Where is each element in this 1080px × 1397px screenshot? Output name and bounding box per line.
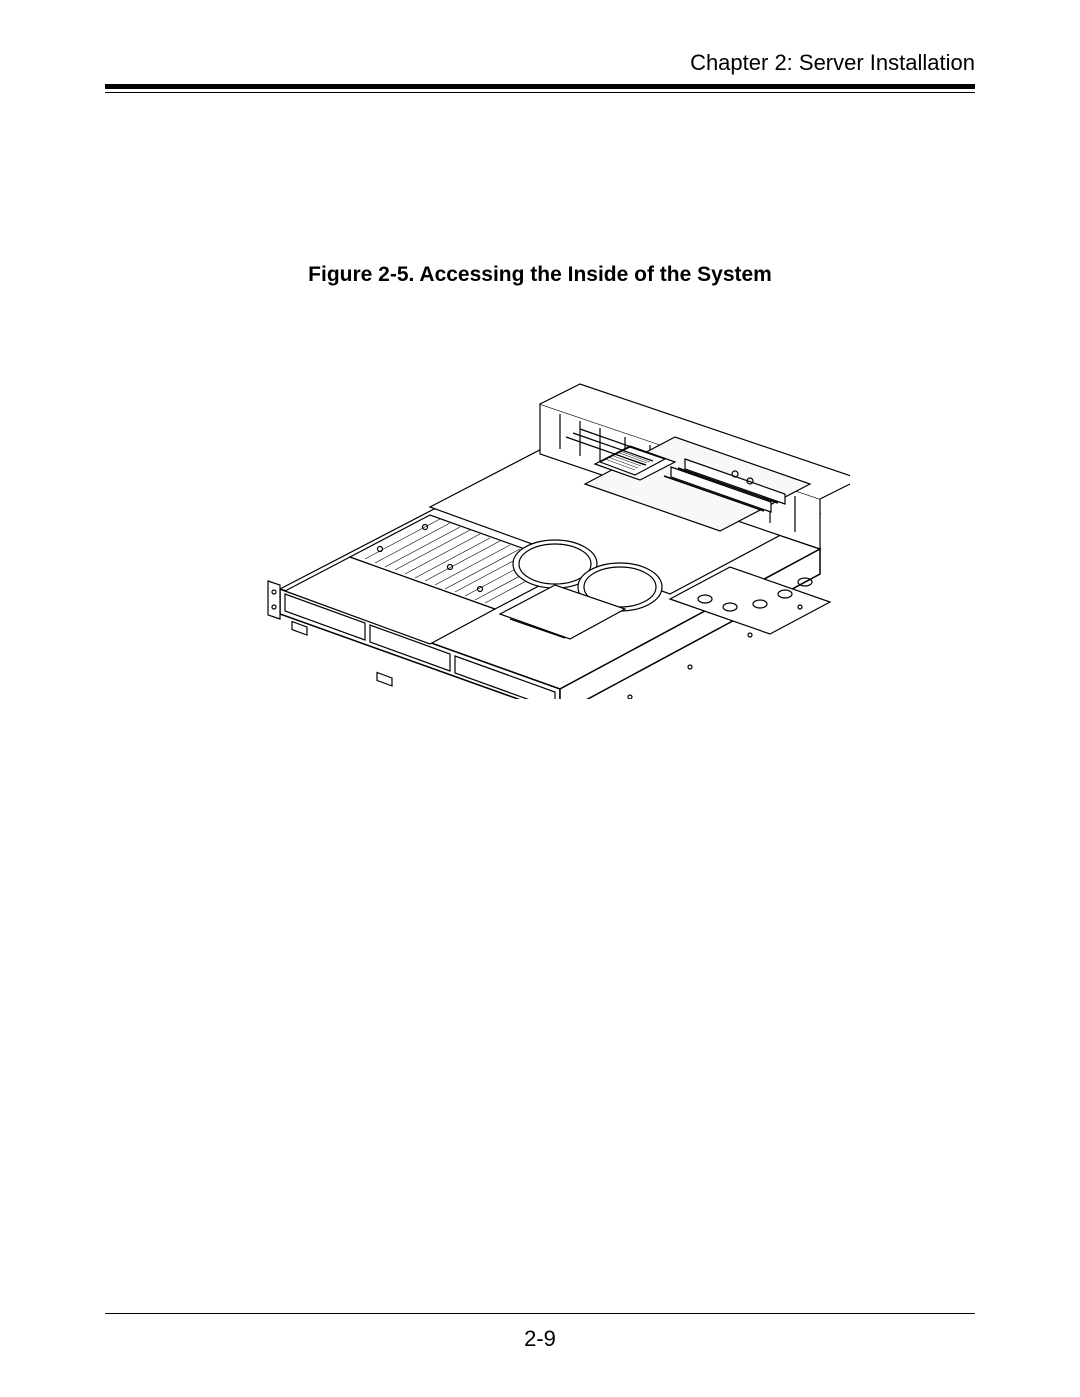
figure-caption: Figure 2-5. Accessing the Inside of the … [308,263,772,287]
header-divider [105,84,975,93]
document-page: Chapter 2: Server Installation Figure 2-… [0,0,1080,1397]
page-content: Figure 2-5. Accessing the Inside of the … [105,93,975,1313]
server-chassis-icon [230,309,850,699]
page-header: Chapter 2: Server Installation [105,50,975,84]
footer-divider [105,1313,975,1314]
server-illustration [230,309,850,699]
page-number: 2-9 [105,1326,975,1352]
